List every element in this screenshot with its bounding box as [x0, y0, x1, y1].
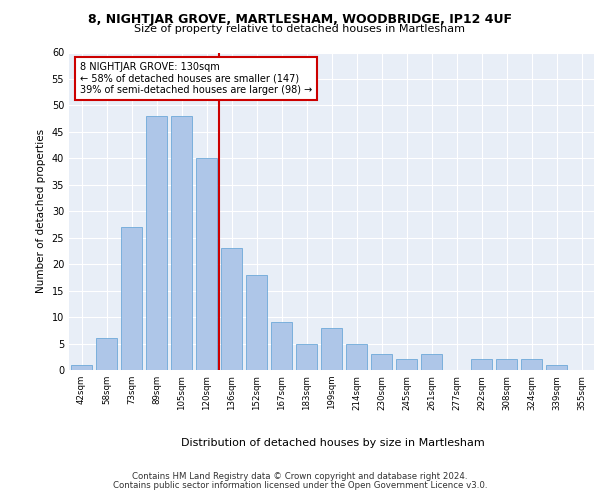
- Text: Contains public sector information licensed under the Open Government Licence v3: Contains public sector information licen…: [113, 481, 487, 490]
- Bar: [371, 354, 392, 370]
- Bar: [221, 248, 242, 370]
- Bar: [271, 322, 292, 370]
- Bar: [296, 344, 317, 370]
- Bar: [471, 360, 492, 370]
- Bar: [396, 360, 417, 370]
- Bar: [421, 354, 442, 370]
- Y-axis label: Number of detached properties: Number of detached properties: [36, 129, 46, 294]
- Text: Distribution of detached houses by size in Martlesham: Distribution of detached houses by size …: [181, 438, 485, 448]
- Bar: [546, 364, 567, 370]
- Bar: [246, 275, 267, 370]
- Bar: [71, 364, 92, 370]
- Bar: [171, 116, 192, 370]
- Bar: [321, 328, 342, 370]
- Bar: [521, 360, 542, 370]
- Bar: [146, 116, 167, 370]
- Bar: [496, 360, 517, 370]
- Text: Size of property relative to detached houses in Martlesham: Size of property relative to detached ho…: [134, 24, 466, 34]
- Bar: [96, 338, 117, 370]
- Bar: [121, 227, 142, 370]
- Bar: [346, 344, 367, 370]
- Text: 8 NIGHTJAR GROVE: 130sqm
← 58% of detached houses are smaller (147)
39% of semi-: 8 NIGHTJAR GROVE: 130sqm ← 58% of detach…: [79, 62, 312, 95]
- Bar: [196, 158, 217, 370]
- Text: 8, NIGHTJAR GROVE, MARTLESHAM, WOODBRIDGE, IP12 4UF: 8, NIGHTJAR GROVE, MARTLESHAM, WOODBRIDG…: [88, 12, 512, 26]
- Text: Contains HM Land Registry data © Crown copyright and database right 2024.: Contains HM Land Registry data © Crown c…: [132, 472, 468, 481]
